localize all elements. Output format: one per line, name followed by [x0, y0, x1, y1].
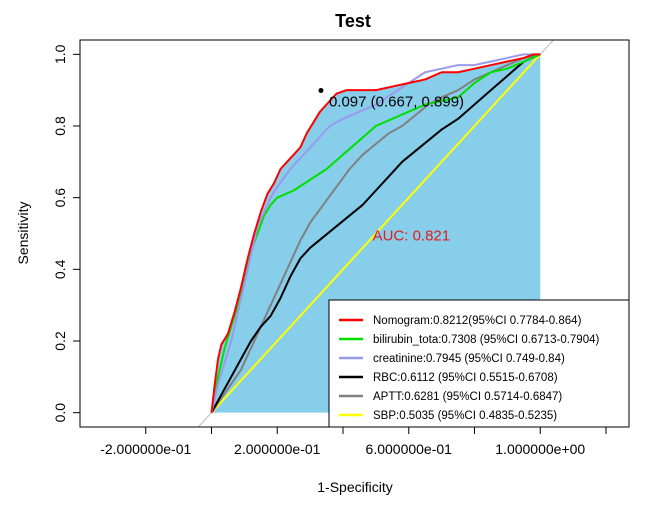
x-tick-label: 1.000000e+00	[495, 441, 585, 457]
x-tick-label: -2.000000e-01	[100, 441, 191, 457]
auc-label: AUC: 0.821	[373, 228, 451, 245]
legend-entry: SBP:0.5035 (95%CI 0.4835-0.5235)	[373, 410, 557, 422]
x-tick-label: 2.000000e-01	[234, 441, 321, 457]
y-tick-label: 1.0	[52, 44, 68, 64]
legend-entry: RBC:0.6112 (95%CI 0.5515-0.6708)	[373, 372, 558, 384]
chart-title: Test	[335, 11, 371, 31]
y-axis: 0.0 0.2 0.4 0.6 0.8 1.0	[52, 44, 81, 423]
legend-box	[328, 299, 630, 428]
x-axis: -2.000000e-01 2.000000e-01 6.000000e-01 1.0…	[100, 426, 607, 457]
legend-entry: APTT:0.6281 (95%CI 0.5714-0.6847)	[373, 391, 562, 403]
y-tick-label: 0.4	[52, 259, 68, 279]
x-tick-label: 6.000000e-01	[366, 441, 453, 457]
series-line-3	[210, 53, 541, 414]
series-line-0	[210, 53, 541, 413]
best-threshold-label: 0.097 (0.667, 0.899)	[329, 94, 464, 111]
series-line-4	[210, 53, 541, 414]
series-line-2	[210, 53, 541, 413]
series-line-5	[210, 53, 541, 414]
best-threshold-point	[318, 88, 324, 94]
y-tick-label: 0.0	[52, 403, 68, 423]
y-tick-label: 0.2	[52, 331, 68, 351]
legend: Nomogram:0.8212(95%CI 0.7784-0.864) bilir…	[328, 299, 630, 428]
legend-entry: bilirubin_tota:0.7308 (95%CI 0.6713-0.79…	[373, 334, 599, 346]
legend-entry: Nomogram:0.8212(95%CI 0.7784-0.864)	[373, 315, 582, 327]
x-axis-label: 1-Specificity	[317, 479, 392, 495]
y-tick-label: 0.8	[52, 116, 68, 136]
legend-entry: creatinine:0.7945 (95%CI 0.749-0.84)	[373, 353, 565, 365]
series-line-1	[210, 53, 541, 413]
y-axis-label: Sensitivity	[15, 201, 31, 264]
y-tick-label: 0.6	[52, 188, 68, 208]
